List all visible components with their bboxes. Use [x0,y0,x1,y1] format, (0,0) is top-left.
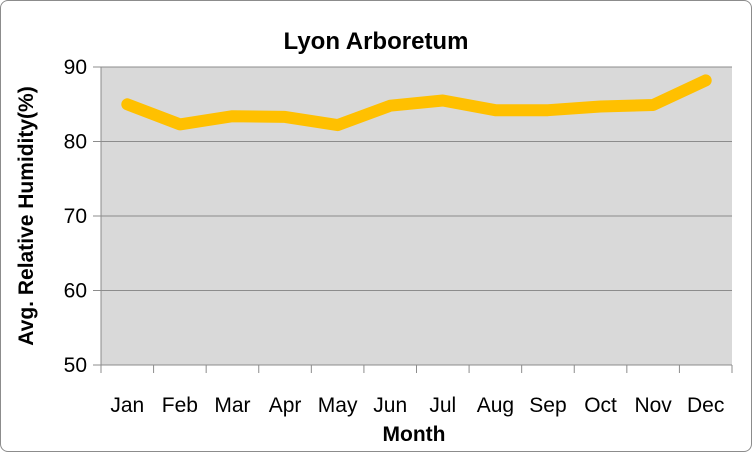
series-line [121,74,712,132]
y-tick-label: 50 [64,354,87,377]
x-tick-label: Jun [373,394,407,417]
y-tick-labels: 50 60 70 80 90 [64,56,101,377]
y-axis-title: Avg. Relative Humidity(%) [15,86,38,345]
data-point [441,99,444,102]
data-point [599,105,602,108]
x-tick-label: Oct [584,394,617,417]
data-point [494,109,497,112]
x-tick-label: Aug [477,394,514,417]
y-tick-label: 90 [64,56,87,79]
chart-title: Lyon Arboretum [284,28,469,55]
data-point [652,103,655,106]
x-tick-label: Dec [687,394,724,417]
gridlines [101,66,732,291]
data-point [231,115,234,118]
x-tick-label: Apr [269,394,302,417]
data-point [336,124,339,127]
y-tick-label: 70 [64,205,87,228]
data-point [284,115,287,118]
data-point [546,109,549,112]
data-point [178,123,181,126]
x-tick-label: Feb [162,394,198,417]
x-axis-title: Month [383,423,446,446]
data-point [389,104,392,107]
data-point [704,79,707,82]
x-tick-label: Sep [529,394,566,417]
x-tick-label: Nov [634,394,672,417]
data-point [126,103,129,106]
data-series [121,74,712,132]
y-tick-label: 80 [64,131,87,154]
x-tick-label: Jan [110,394,144,417]
x-tick-labels: Jan Feb Mar Apr May Jun Jul Aug Sep Oct Nov Dec [100,365,733,417]
y-tick-label: 60 [64,280,87,303]
x-tick-label: Jul [429,394,456,417]
x-tick-label: May [318,394,358,417]
x-tick-label: Mar [214,394,250,417]
